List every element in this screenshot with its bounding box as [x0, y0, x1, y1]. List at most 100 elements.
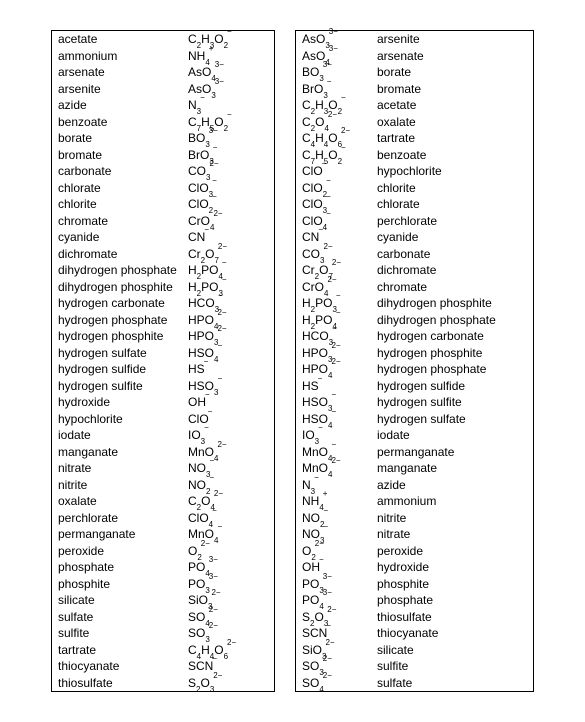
table-row: NH4+ammonium — [296, 493, 533, 510]
ion-name-cell: hydrogen phosphite — [58, 328, 188, 345]
ion-formula-cell: HSO3− — [188, 378, 268, 395]
ion-formula-cell: H2PO4− — [188, 262, 268, 279]
table-row: chromateCrO42− — [52, 213, 274, 230]
ion-name-cell: hydrogen sulfite — [377, 394, 527, 411]
ion-name-cell: azide — [377, 477, 527, 494]
table-row: permanganateMnO4− — [52, 526, 274, 543]
ion-formula-cell: HS− — [302, 378, 377, 395]
table-row: peroxideO22− — [52, 543, 274, 560]
ion-table-right: AsO33−arseniteAsO43−arsenateBO33−borateB… — [295, 30, 534, 692]
ion-name-cell: ammonium — [377, 493, 527, 510]
ion-formula-cell: IO3− — [188, 427, 268, 444]
ion-name-cell: sulfite — [58, 625, 188, 642]
ion-name-cell: manganate — [377, 460, 527, 477]
ion-name-cell: sulfite — [377, 658, 527, 675]
ion-name-cell: silicate — [377, 642, 527, 659]
table-row: SO42−sulfate — [296, 675, 533, 692]
ion-name-cell: dihydrogen phosphate — [58, 262, 188, 279]
ion-formula-cell: ClO2− — [188, 196, 268, 213]
ion-formula-cell: S2O32− — [302, 609, 377, 626]
ion-name-cell: peroxide — [377, 543, 527, 560]
ion-name-cell: bromate — [377, 81, 527, 98]
table-row: cyanideCN− — [52, 229, 274, 246]
ion-name-cell: hypochlorite — [58, 411, 188, 428]
table-row: BrO3−bromate — [296, 81, 533, 98]
ion-formula-cell: AsO43− — [188, 64, 268, 81]
ion-name-cell: sulfate — [58, 609, 188, 626]
table-row: hydroxideOH− — [52, 394, 274, 411]
ion-formula-cell: NO3− — [302, 526, 377, 543]
ion-name-cell: arsenate — [377, 48, 527, 65]
ion-name-cell: hydrogen sulfide — [377, 378, 527, 395]
ion-name-cell: ammonium — [58, 48, 188, 65]
ion-formula-cell: HPO42− — [302, 361, 377, 378]
ion-name-cell: hydroxide — [377, 559, 527, 576]
table-row: C7H5O2−benzoate — [296, 147, 533, 164]
table-row: hydrogen sulfateHSO4− — [52, 345, 274, 362]
table-row: hypochloriteClO− — [52, 411, 274, 428]
ion-name-cell: thiocyanate — [58, 658, 188, 675]
ion-name-cell: perchlorate — [377, 213, 527, 230]
ion-formula-cell: HSO4− — [302, 411, 377, 428]
table-row: silicateSiO32− — [52, 592, 274, 609]
ion-formula-cell: ClO3− — [302, 196, 377, 213]
ion-name-cell: borate — [377, 64, 527, 81]
table-row: chloriteClO2− — [52, 196, 274, 213]
ion-formula-cell: ClO− — [188, 411, 268, 428]
ion-formula-cell: HPO42− — [188, 312, 268, 329]
table-row: iodateIO3− — [52, 427, 274, 444]
ion-name-cell: perchlorate — [58, 510, 188, 527]
ion-name-cell: hydrogen phosphite — [377, 345, 527, 362]
ion-name-cell: acetate — [58, 31, 188, 48]
table-row: carbonateCO32− — [52, 163, 274, 180]
table-row: ammoniumNH4+ — [52, 48, 274, 65]
ion-name-cell: carbonate — [58, 163, 188, 180]
table-row: dihydrogen phosphiteH2PO3− — [52, 279, 274, 296]
table-row: thiosulfateS2O32− — [52, 675, 274, 692]
ion-name-cell: benzoate — [58, 114, 188, 131]
ion-name-cell: hydrogen phosphate — [58, 312, 188, 329]
table-row: nitriteNO2− — [52, 477, 274, 494]
ion-name-cell: phosphate — [377, 592, 527, 609]
ion-name-cell: chlorate — [58, 180, 188, 197]
ion-name-cell: nitrite — [377, 510, 527, 527]
ion-formula-cell: CO32− — [188, 163, 268, 180]
ion-name-cell: hydrogen sulfite — [58, 378, 188, 395]
table-row: acetateC2H3O2− — [52, 31, 274, 48]
ion-formula-cell: PO33− — [188, 576, 268, 593]
ion-formula-cell: C2O42− — [188, 493, 268, 510]
ion-formula-cell: SO32− — [302, 658, 377, 675]
ion-name-cell: oxalate — [377, 114, 527, 131]
ion-name-cell: azide — [58, 97, 188, 114]
table-row: arsenateAsO43− — [52, 64, 274, 81]
ion-name-cell: thiosulfate — [377, 609, 527, 626]
table-row: O22−peroxide — [296, 543, 533, 560]
ion-formula-cell: PO43− — [302, 592, 377, 609]
ion-formula-cell: C4H4O62− — [188, 642, 268, 659]
ion-formula-cell: BO33− — [302, 64, 377, 81]
table-row: manganateMnO42− — [52, 444, 274, 461]
page: acetateC2H3O2−ammoniumNH4+arsenateAsO43−… — [0, 0, 585, 722]
ion-formula-cell: O22− — [302, 543, 377, 560]
ion-name-cell: dichromate — [58, 246, 188, 263]
ion-name-cell: benzoate — [377, 147, 527, 164]
table-row: perchlorateClO4− — [52, 510, 274, 527]
ion-name-cell: chromate — [58, 213, 188, 230]
table-row: HPO42−hydrogen phosphate — [296, 361, 533, 378]
ion-formula-cell: CrO42− — [188, 213, 268, 230]
table-row: dihydrogen phosphateH2PO4− — [52, 262, 274, 279]
ion-name-cell: oxalate — [58, 493, 188, 510]
table-row: hydrogen sulfideHS− — [52, 361, 274, 378]
ion-name-cell: phosphite — [58, 576, 188, 593]
table-row: phosphitePO33− — [52, 576, 274, 593]
ion-name-cell: peroxide — [58, 543, 188, 560]
ion-name-cell: hydrogen sulfide — [58, 361, 188, 378]
table-row: phosphatePO43− — [52, 559, 274, 576]
table-row: ClO−hypochlorite — [296, 163, 533, 180]
table-row: chlorateClO3− — [52, 180, 274, 197]
ion-formula-cell: ClO4− — [302, 213, 377, 230]
table-row: CrO42−chromate — [296, 279, 533, 296]
ion-name-cell: silicate — [58, 592, 188, 609]
ion-name-cell: chlorate — [377, 196, 527, 213]
ion-formula-cell: HPO32− — [188, 328, 268, 345]
